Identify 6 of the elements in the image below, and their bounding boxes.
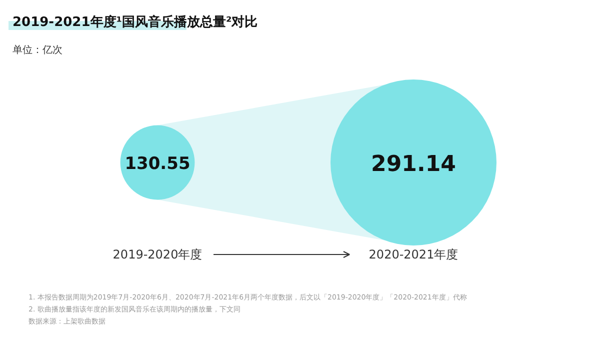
- text: 单位：亿次: [12, 44, 62, 56]
- text: 2019-2021年度¹国风音乐播放总量²对比: [12, 14, 258, 30]
- data-label: 130.55: [124, 154, 190, 174]
- category-label: 2019-2020年度: [112, 248, 202, 262]
- data-label: 291.14: [371, 152, 456, 177]
- category-label: 2020-2021年度: [368, 248, 458, 262]
